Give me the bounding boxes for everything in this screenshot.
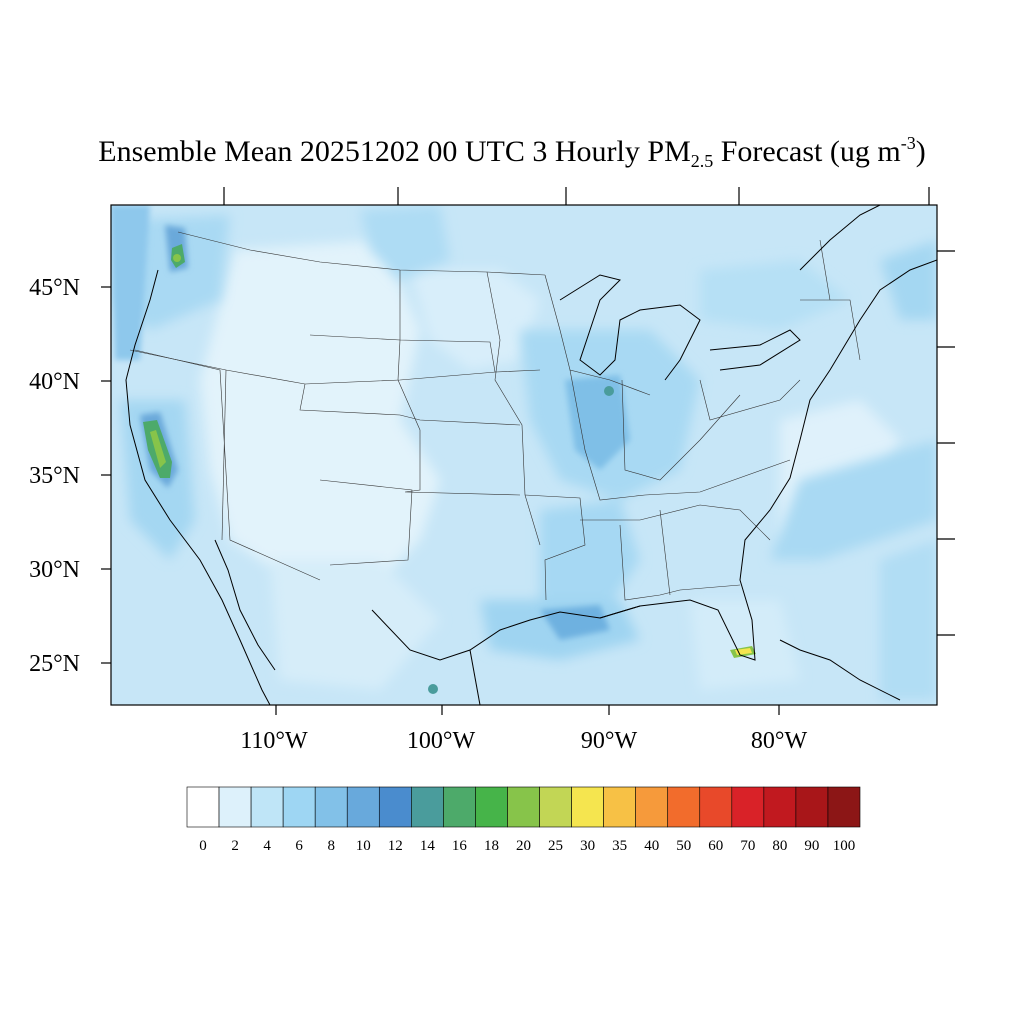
colorbar-label: 2 [231,838,239,854]
colorbar-label: 70 [740,838,756,854]
colorbar-label: 8 [327,838,335,854]
coastlines [125,205,937,705]
map-title: Ensemble Mean 20251202 00 UTC 3 Hourly P… [0,133,1024,172]
colorbar-label: 25 [548,838,564,854]
lat-label-25: 25°N [29,651,80,677]
lon-label-110w: 110°W [240,728,308,754]
colorbar-label: 18 [483,838,499,854]
colorbar-label: 35 [612,838,628,854]
colorbar-label: 6 [295,838,303,854]
lat-label-30: 30°N [29,557,80,583]
colorbar-label: 60 [708,838,724,854]
colorbar-label: 12 [387,838,403,854]
colorbar-label: 80 [772,838,788,854]
title-prefix: Ensemble Mean 20251202 00 UTC 3 Hourly P… [98,135,691,168]
colorbar-label: 40 [644,838,660,854]
hotspot-northern-mexico [428,684,438,694]
title-subscript: 2.5 [690,151,714,171]
lon-label-90w: 90°W [580,728,638,754]
axis-ticks [101,187,955,715]
lat-label-35: 35°N [29,463,80,489]
lat-label-40: 40°N [29,369,80,395]
colorbar-label: 30 [580,838,596,854]
map-field [111,205,937,705]
colorbar-label: 90 [804,838,820,854]
lat-label-45: 45°N [29,275,80,301]
low-concentration-areas [200,240,900,690]
colorbar-label: 100 [832,838,856,854]
map-frame [110,204,938,706]
colorbar-label: 16 [451,838,467,854]
colorbar-label: 14 [419,838,435,854]
colorbar-label: 20 [516,838,531,854]
title-suffix: ) [915,135,926,168]
colorbar-label: 4 [263,838,271,854]
lon-label-100w: 100°W [406,728,476,754]
lon-label-80w: 80°W [750,728,808,754]
hotspot-chicago [604,386,614,396]
title-superscript: -3 [900,133,916,153]
state-boundaries [129,231,861,601]
colorbar-label: 0 [199,838,207,854]
colorbar-label: 10 [355,838,371,854]
hotspots [143,244,756,694]
title-middle: Forecast (ug m [713,135,901,168]
colorbar-label: 50 [676,838,692,854]
